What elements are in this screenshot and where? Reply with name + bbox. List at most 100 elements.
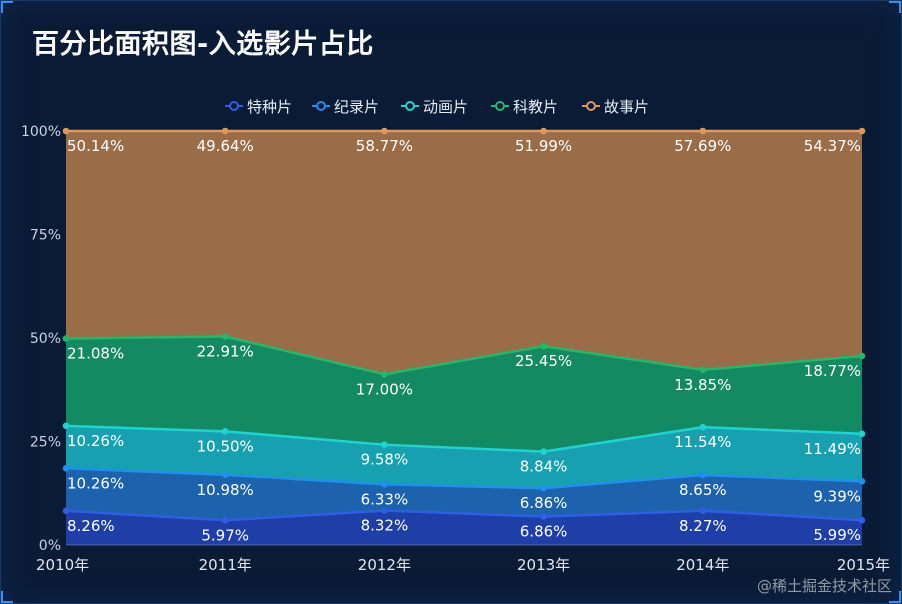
legend-swatch-marker [495,101,505,111]
legend-label: 特种片 [247,98,292,116]
data-label: 8.84% [520,458,568,476]
data-label: 18.77% [804,362,861,380]
y-tick-label: 100% [21,124,61,140]
data-label: 25.45% [515,352,572,370]
area-3 [66,425,862,489]
corner-decoration [889,1,901,13]
data-point[interactable] [699,471,707,479]
data-point[interactable] [62,335,70,342]
corner-decoration [1,1,13,13]
data-point[interactable] [381,481,388,488]
x-tick-label: 2012年 [358,556,411,574]
data-label: 49.64% [197,137,254,155]
series-line-3 [65,424,863,453]
legend-label: 故事片 [604,98,649,116]
data-point[interactable] [381,127,388,135]
data-point[interactable] [381,507,388,514]
x-tick-label: 2014年 [676,556,729,574]
data-point[interactable] [858,430,866,438]
data-label: 5.97% [201,526,249,544]
data-label: 51.99% [515,137,572,155]
x-tick-label: 2011年 [199,556,252,574]
data-point[interactable] [858,478,866,485]
legend-label: 科教片 [513,98,558,116]
data-point[interactable] [62,422,70,430]
data-label: 5.99% [813,526,861,544]
data-point[interactable] [62,507,70,515]
data-point[interactable] [858,127,866,135]
x-tick-label: 2015年 [837,556,890,574]
legend-swatch-marker [586,101,596,111]
data-point[interactable] [540,448,547,455]
data-label: 50.14% [67,137,124,155]
data-point[interactable] [381,441,388,448]
area-5 [66,131,862,375]
data-label: 13.85% [674,376,731,394]
chart-title: 百分比面积图-入选影片占比 [32,29,374,60]
data-label: 6.86% [520,523,568,541]
legend-item[interactable]: 纪录片 [312,98,379,116]
data-label: 11.49% [804,440,861,458]
data-label: 6.33% [361,490,409,508]
area-4 [66,336,862,452]
data-label: 21.08% [67,345,124,363]
legend-item[interactable]: 动画片 [401,98,468,116]
data-label: 10.26% [67,474,124,492]
x-tick-label: 2010年 [36,556,89,574]
data-point[interactable] [221,127,229,135]
y-tick-label: 25% [30,435,61,451]
data-label: 10.50% [197,437,254,455]
data-point[interactable] [858,352,866,360]
data-point[interactable] [221,333,229,340]
data-label: 58.77% [356,137,413,155]
data-point[interactable] [221,428,229,435]
legend-swatch-marker [405,101,415,111]
series-line-1 [65,509,863,522]
data-label: 8.32% [361,517,409,535]
data-point[interactable] [221,516,229,524]
data-point[interactable] [858,516,866,524]
data-point[interactable] [62,465,70,472]
y-tick-label: 0% [39,538,61,554]
data-label: 11.54% [674,433,731,451]
legend-swatch-marker [229,101,239,111]
data-label: 8.65% [679,481,727,499]
data-point[interactable] [699,366,707,374]
series-line-2 [65,467,863,490]
data-label: 6.86% [520,494,568,512]
data-label: 9.58% [361,451,409,469]
data-label: 10.98% [197,481,254,499]
legend-item[interactable]: 故事片 [582,98,649,116]
data-point[interactable] [62,127,70,135]
data-label: 10.26% [67,432,124,450]
area-1 [66,510,862,545]
data-label: 57.69% [674,137,731,155]
legend-label: 纪录片 [334,98,379,116]
data-point[interactable] [540,484,547,492]
data-point[interactable] [381,371,388,378]
data-label: 17.00% [356,380,413,398]
data-label: 9.39% [813,487,861,505]
data-point[interactable] [699,507,707,515]
area-2 [66,468,862,521]
data-point[interactable] [540,342,547,350]
data-point[interactable] [540,513,547,520]
data-label: 8.27% [679,517,727,535]
data-label: 22.91% [197,343,254,361]
legend-item[interactable]: 科教片 [491,98,558,116]
data-point[interactable] [221,471,229,479]
data-label: 8.26% [67,517,115,535]
corner-decoration [889,591,901,603]
y-tick-label: 50% [30,331,61,347]
legend-swatch-marker [316,101,326,111]
data-point[interactable] [540,127,547,135]
data-label: 54.37% [804,137,861,155]
data-point[interactable] [699,423,707,431]
legend-item[interactable]: 特种片 [225,98,292,116]
data-point[interactable] [699,127,707,135]
y-tick-label: 75% [30,228,61,244]
series-line-4 [65,335,863,376]
corner-decoration [1,591,13,603]
legend-label: 动画片 [423,98,468,116]
